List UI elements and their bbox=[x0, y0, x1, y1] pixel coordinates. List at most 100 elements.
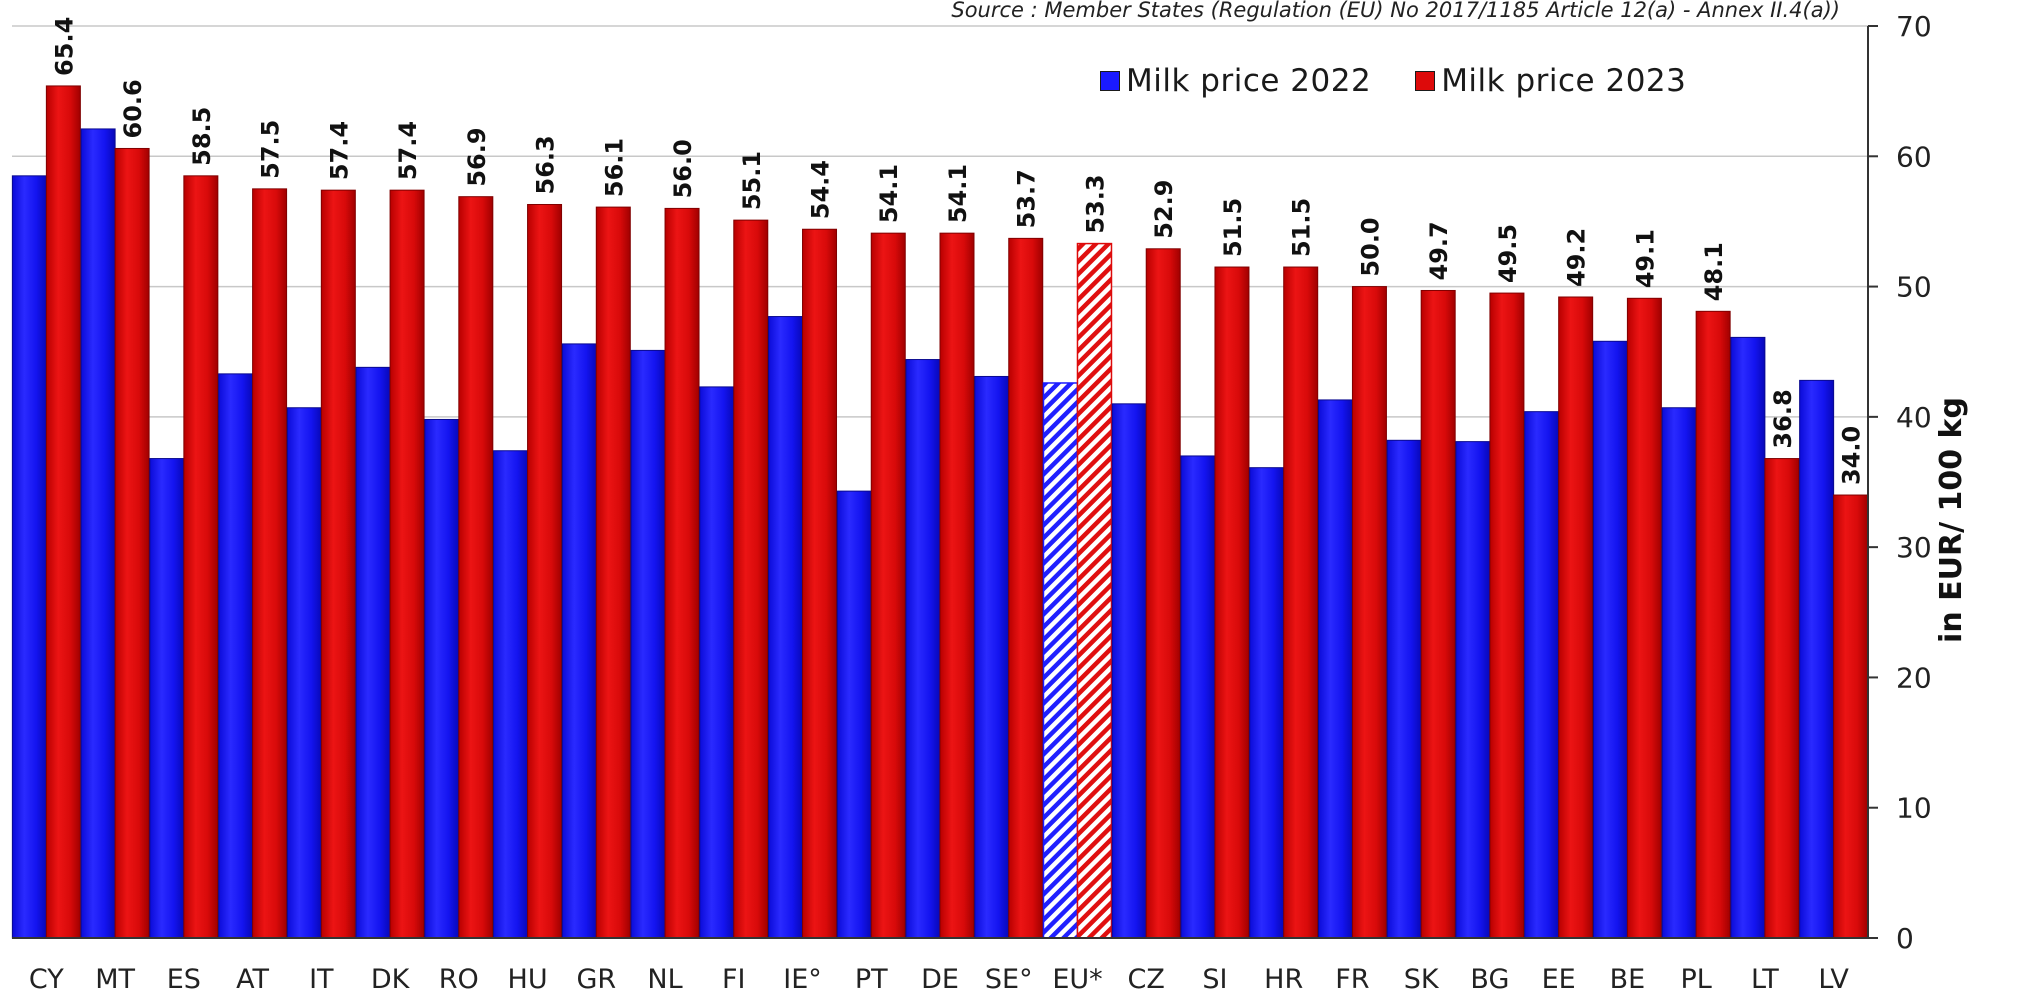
bar-2023-dk bbox=[389, 189, 425, 939]
legend: Milk price 2022 Milk price 2023 bbox=[1100, 58, 1686, 104]
bar-2022-eu bbox=[1042, 382, 1079, 939]
legend-label-2022: Milk price 2022 bbox=[1126, 63, 1372, 99]
bar-2023-lt bbox=[1764, 458, 1800, 939]
bar-2022-it bbox=[286, 407, 322, 939]
data-label: 56.1 bbox=[600, 138, 628, 197]
bar-2023-be bbox=[1626, 297, 1662, 939]
x-tick-label: CY bbox=[29, 964, 64, 994]
x-tick-label: BE bbox=[1610, 964, 1646, 994]
data-label: 36.8 bbox=[1769, 389, 1797, 448]
bar-2022-hu bbox=[493, 450, 529, 939]
bar-2023-cz bbox=[1145, 248, 1181, 939]
data-label: 54.1 bbox=[944, 164, 972, 223]
bar-2023-ro bbox=[458, 196, 494, 939]
bar-2022-de bbox=[905, 359, 941, 939]
bar-2023-fr bbox=[1351, 286, 1387, 939]
data-label: 54.1 bbox=[875, 164, 903, 223]
data-label: 57.5 bbox=[257, 120, 285, 179]
bar-2022-cz bbox=[1111, 403, 1147, 939]
bar-2022-sk bbox=[1386, 439, 1422, 939]
data-label: 54.4 bbox=[807, 160, 835, 219]
x-tick-label: ES bbox=[167, 964, 201, 994]
bar-2022-gr bbox=[561, 343, 597, 939]
bar-2022-lv bbox=[1799, 379, 1835, 939]
bar-2022-ro bbox=[424, 418, 460, 939]
bar-2023-pt bbox=[870, 232, 906, 939]
bar-2023-bg bbox=[1489, 292, 1525, 939]
data-label: 56.9 bbox=[463, 127, 491, 186]
bar-2022-hr bbox=[1249, 467, 1285, 939]
bar-2022-ie bbox=[768, 316, 804, 939]
data-label: 56.0 bbox=[669, 139, 697, 198]
bar-2022-dk bbox=[355, 366, 391, 939]
legend-swatch-2022 bbox=[1100, 71, 1120, 91]
data-label: 55.1 bbox=[738, 151, 766, 210]
data-label: 49.1 bbox=[1631, 229, 1659, 288]
data-label: 53.3 bbox=[1081, 174, 1109, 233]
bar-2023-sk bbox=[1420, 289, 1456, 939]
bar-2023-nl bbox=[664, 207, 700, 939]
x-tick-label: IT bbox=[309, 964, 334, 994]
x-tick-label: FI bbox=[722, 964, 746, 994]
data-label: 53.7 bbox=[1013, 169, 1041, 228]
y-tick-label: 20 bbox=[1896, 661, 1932, 694]
bar-2023-it bbox=[320, 189, 356, 939]
y-tick-label: 50 bbox=[1896, 271, 1932, 304]
data-label: 52.9 bbox=[1150, 180, 1178, 239]
data-label: 56.3 bbox=[532, 135, 560, 194]
bar-2022-si bbox=[1180, 455, 1216, 939]
bar-2023-hr bbox=[1283, 266, 1319, 939]
bar-2023-ee bbox=[1558, 296, 1594, 939]
x-tick-label: LT bbox=[1751, 964, 1779, 994]
x-tick-label: IE° bbox=[783, 964, 822, 994]
bar-2022-pl bbox=[1661, 407, 1697, 939]
x-tick-label: PT bbox=[855, 964, 888, 994]
bar-2022-es bbox=[149, 458, 185, 939]
bar-2023-se bbox=[1008, 237, 1044, 939]
x-tick-label: SE° bbox=[985, 964, 1033, 994]
bar-2023-de bbox=[939, 232, 975, 939]
x-tick-label: CZ bbox=[1128, 964, 1165, 994]
bar-2023-ie bbox=[802, 228, 838, 939]
bar-2023-eu bbox=[1076, 242, 1113, 939]
bar-2023-es bbox=[183, 175, 219, 939]
bar-2023-hu bbox=[527, 203, 563, 939]
bar-2022-nl bbox=[630, 349, 666, 939]
x-tick-label: FR bbox=[1335, 964, 1369, 994]
data-label: 50.0 bbox=[1356, 217, 1384, 276]
x-tick-label: NL bbox=[647, 964, 682, 994]
x-tick-label: LV bbox=[1818, 964, 1849, 994]
data-label: 57.4 bbox=[394, 121, 422, 180]
y-tick-label: 30 bbox=[1896, 531, 1932, 564]
bar-2023-pl bbox=[1695, 310, 1731, 939]
data-label: 60.6 bbox=[119, 79, 147, 138]
x-tick-label: BG bbox=[1470, 964, 1509, 994]
x-tick-label: MT bbox=[95, 964, 135, 994]
bar-2022-fi bbox=[699, 386, 735, 939]
bar-2022-mt bbox=[80, 128, 116, 939]
legend-item-2023: Milk price 2023 bbox=[1415, 63, 1686, 99]
bar-2022-bg bbox=[1455, 441, 1491, 939]
legend-item-2022: Milk price 2022 bbox=[1100, 63, 1371, 99]
y-tick-label: 0 bbox=[1896, 922, 1914, 955]
bar-2022-se bbox=[974, 375, 1010, 939]
bar-2023-si bbox=[1214, 266, 1250, 939]
x-tick-label: SI bbox=[1202, 964, 1227, 994]
bar-2022-be bbox=[1592, 340, 1628, 939]
bar-2023-cy bbox=[45, 85, 81, 939]
x-tick-label: EU* bbox=[1052, 964, 1102, 994]
x-tick-label: DK bbox=[371, 964, 411, 994]
x-tick-label: PL bbox=[1680, 964, 1711, 994]
y-tick-label: 70 bbox=[1896, 10, 1932, 43]
x-tick-label: DE bbox=[921, 964, 959, 994]
bar-2023-mt bbox=[114, 147, 150, 939]
bar-2022-lt bbox=[1730, 336, 1766, 939]
bar-2023-lv bbox=[1833, 494, 1869, 939]
bar-2022-cy bbox=[11, 175, 47, 939]
y-tick-label: 40 bbox=[1896, 401, 1932, 434]
bar-2022-fr bbox=[1317, 399, 1353, 939]
data-label: 34.0 bbox=[1838, 426, 1866, 485]
data-label: 48.1 bbox=[1700, 242, 1728, 301]
y-tick-label: 10 bbox=[1896, 792, 1932, 825]
bar-2023-fi bbox=[733, 219, 769, 939]
